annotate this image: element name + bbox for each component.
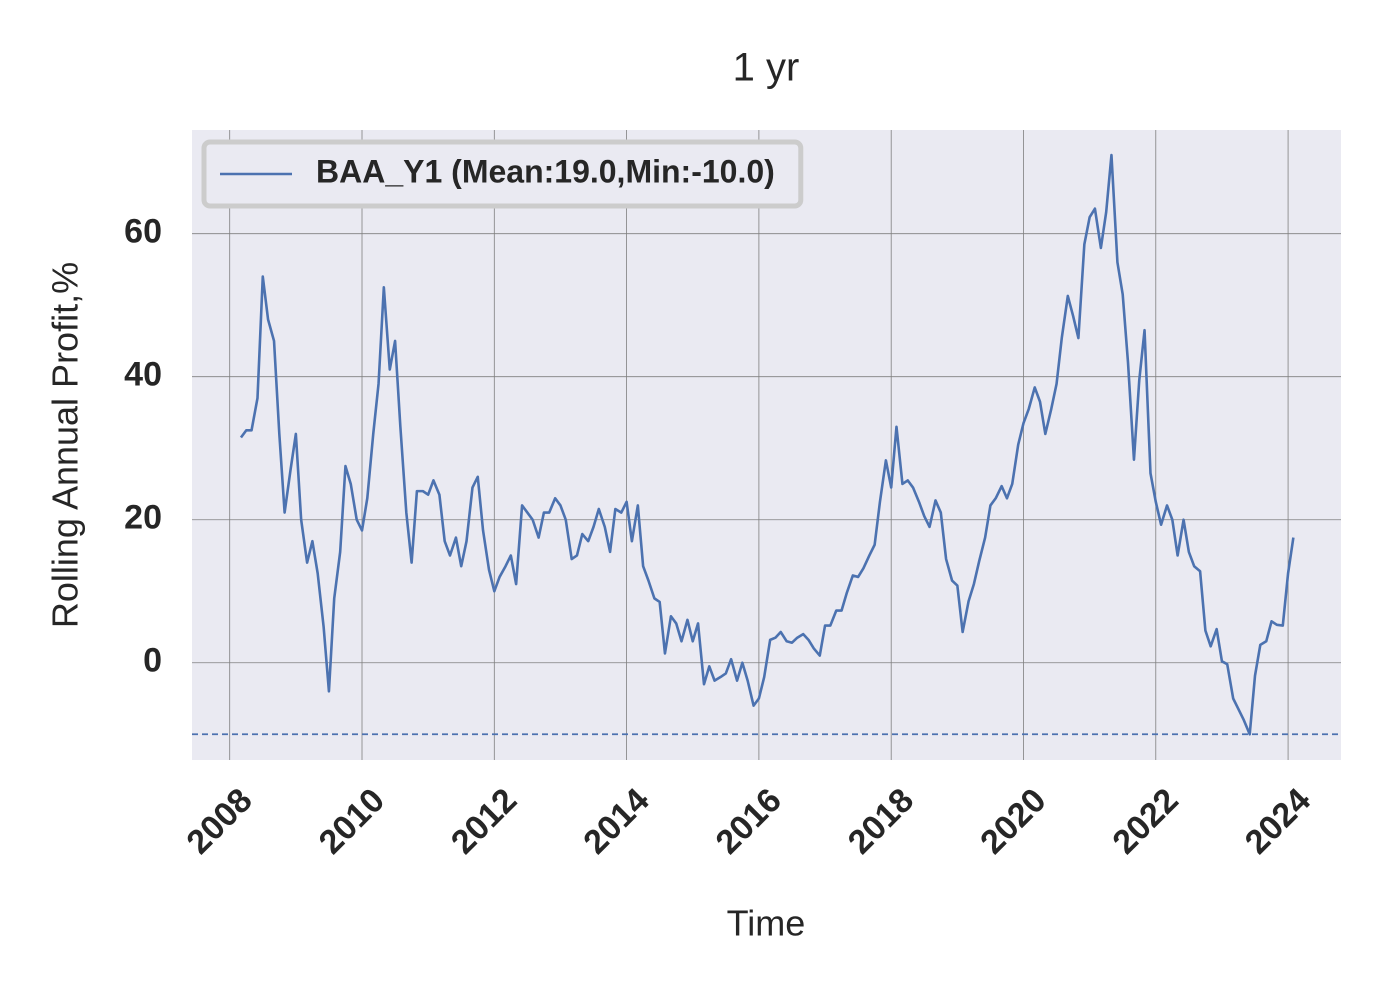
x-tick-label: 2022 bbox=[1105, 781, 1185, 861]
y-tick-label: 40 bbox=[124, 356, 162, 394]
y-tick-label: 0 bbox=[143, 642, 162, 680]
x-tick-label: 2016 bbox=[709, 781, 789, 861]
data-line bbox=[239, 153, 1295, 736]
x-axis-label: Time bbox=[727, 903, 806, 944]
y-axis-label: Rolling Annual Profit,% bbox=[45, 262, 86, 628]
y-tick-label: 20 bbox=[124, 499, 162, 537]
x-tick-label: 2020 bbox=[973, 781, 1053, 861]
x-tick-label: 2012 bbox=[444, 781, 524, 861]
x-tick-label: 2018 bbox=[841, 781, 921, 861]
y-tick-label: 60 bbox=[124, 213, 162, 251]
legend-label: BAA_Y1 (Mean:19.0,Min:-10.0) bbox=[316, 153, 775, 189]
legend-box bbox=[201, 139, 804, 209]
x-tick-label: 2010 bbox=[312, 781, 392, 861]
x-tick-label: 2008 bbox=[179, 781, 259, 861]
x-tick-label: 2024 bbox=[1238, 781, 1318, 861]
x-tick-label: 2014 bbox=[576, 781, 656, 861]
chart-title: 1 yr bbox=[733, 46, 800, 90]
